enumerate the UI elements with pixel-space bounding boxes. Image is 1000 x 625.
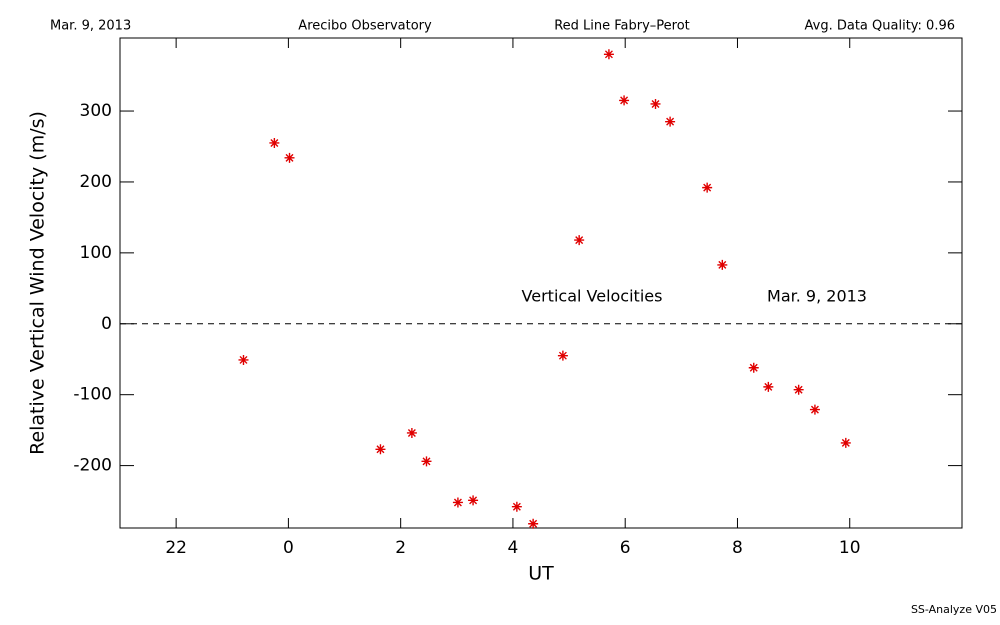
y-axis-title: Relative Vertical Wind Velocity (m/s)	[27, 111, 49, 455]
data-point	[603, 49, 614, 60]
data-point	[284, 152, 295, 163]
y-tick-label: 200	[80, 172, 112, 192]
x-tick-label: 22	[165, 538, 187, 558]
data-point	[375, 444, 386, 455]
data-point	[748, 362, 759, 373]
header-date: Mar. 9, 2013	[50, 19, 131, 34]
data-point	[511, 501, 522, 512]
plot-frame	[119, 37, 963, 529]
data-point	[574, 235, 585, 246]
data-point	[619, 95, 630, 106]
header-instrument: Red Line Fabry–Perot	[554, 19, 690, 34]
data-point	[840, 437, 851, 448]
data-point	[468, 495, 479, 506]
data-point	[650, 98, 661, 109]
annotation: Vertical Velocities	[522, 287, 663, 306]
footer: SS-Analyze V05	[911, 603, 997, 616]
data-point	[702, 182, 713, 193]
x-axis-title: UT	[528, 563, 554, 585]
data-point	[452, 497, 463, 508]
data-point	[238, 354, 249, 365]
y-tick-label: -200	[73, 456, 112, 476]
data-point	[793, 384, 804, 395]
y-tick-label: 0	[101, 314, 112, 334]
x-tick-label: 8	[732, 538, 743, 558]
data-point	[269, 137, 280, 148]
data-point	[528, 518, 539, 529]
data-point	[557, 350, 568, 361]
y-tick-label: 300	[80, 101, 112, 121]
data-point	[665, 116, 676, 127]
data-point	[763, 381, 774, 392]
x-tick-label: 2	[395, 538, 406, 558]
x-tick-label: 4	[508, 538, 519, 558]
data-point	[406, 427, 417, 438]
header-quality: Avg. Data Quality: 0.96	[805, 19, 955, 34]
y-tick-label: -100	[73, 385, 112, 405]
data-point	[421, 456, 432, 467]
x-tick-label: 0	[283, 538, 294, 558]
header-site: Arecibo Observatory	[298, 19, 432, 34]
x-tick-label: 6	[620, 538, 631, 558]
y-tick-label: 100	[80, 243, 112, 263]
data-point	[717, 259, 728, 270]
x-tick-label: 10	[839, 538, 861, 558]
annotation: Mar. 9, 2013	[767, 287, 867, 306]
data-point	[809, 404, 820, 415]
